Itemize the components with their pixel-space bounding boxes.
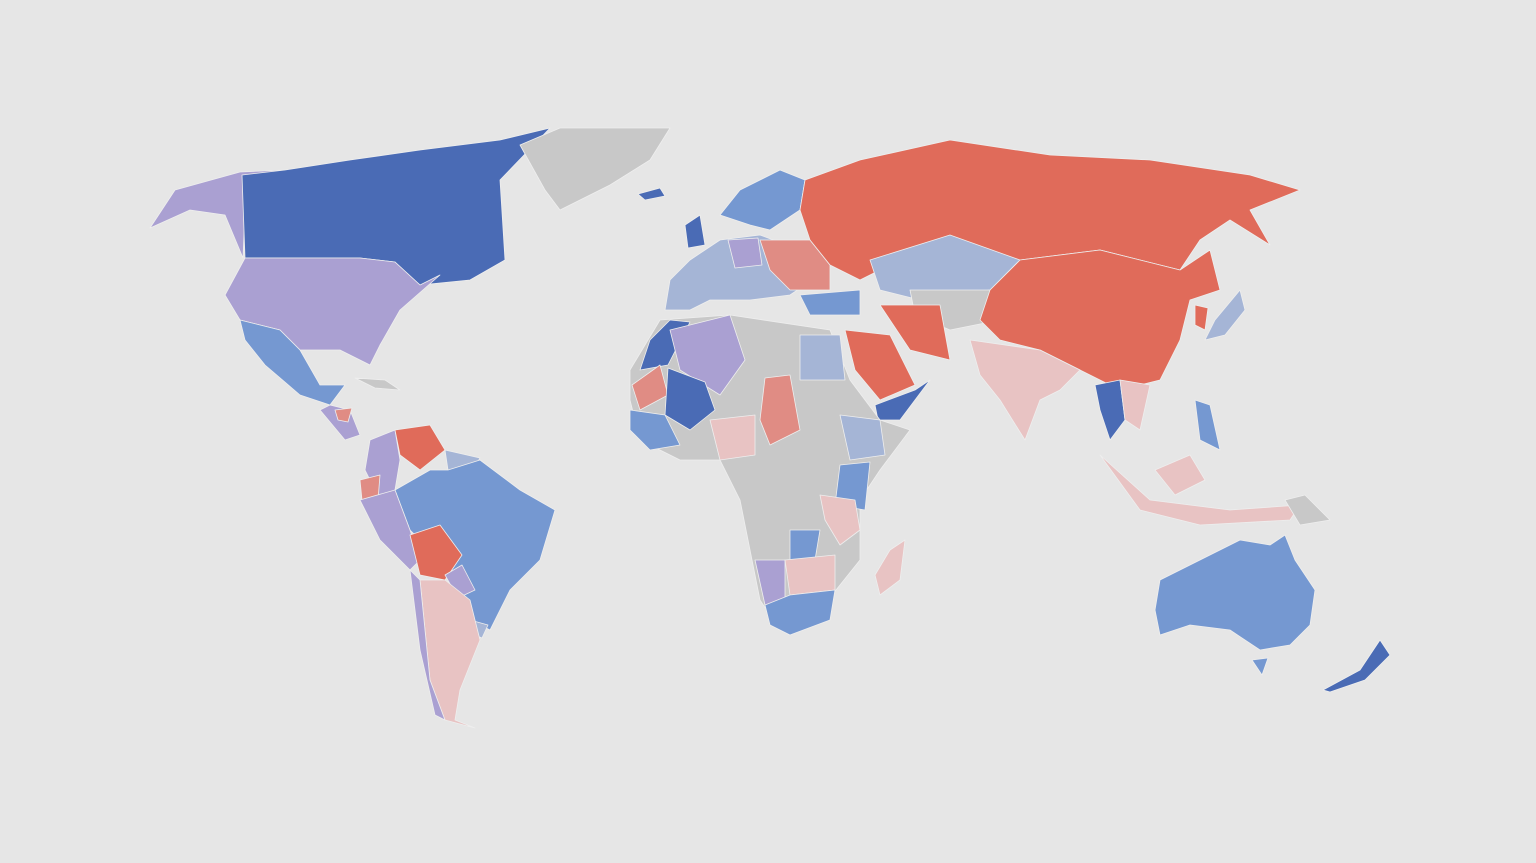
west-africa (629, 409, 681, 451)
bolivia (409, 524, 463, 581)
philippines (1194, 399, 1221, 451)
uk (684, 214, 706, 249)
india (969, 339, 1081, 441)
thailand (1094, 379, 1126, 441)
algeria (669, 314, 746, 396)
new-zealand (1322, 639, 1391, 693)
borneo (1154, 454, 1206, 496)
venezuela (394, 424, 446, 471)
iran (879, 304, 951, 361)
turkey (799, 289, 861, 316)
nicaragua (334, 407, 353, 423)
japan (1204, 289, 1246, 341)
mozambique (819, 494, 861, 546)
germany (727, 237, 763, 269)
china (979, 249, 1221, 391)
nigeria (709, 414, 756, 461)
vietnam (1119, 379, 1151, 431)
angola (789, 529, 821, 561)
korea (1194, 304, 1209, 331)
papua-new-guinea (1284, 494, 1331, 526)
greenland (519, 127, 671, 211)
egypt (799, 334, 846, 381)
saudi-arabia (844, 329, 916, 401)
ethiopia (839, 414, 886, 461)
cuba (354, 377, 401, 391)
mexico (239, 319, 346, 406)
south-africa (764, 589, 836, 636)
botswana-zimbabwe (784, 554, 836, 596)
australia (1154, 534, 1316, 651)
mali (664, 367, 716, 431)
chile (409, 569, 446, 721)
iceland (637, 187, 666, 201)
madagascar (874, 539, 906, 596)
tasmania (1251, 657, 1269, 676)
chad (759, 374, 801, 446)
